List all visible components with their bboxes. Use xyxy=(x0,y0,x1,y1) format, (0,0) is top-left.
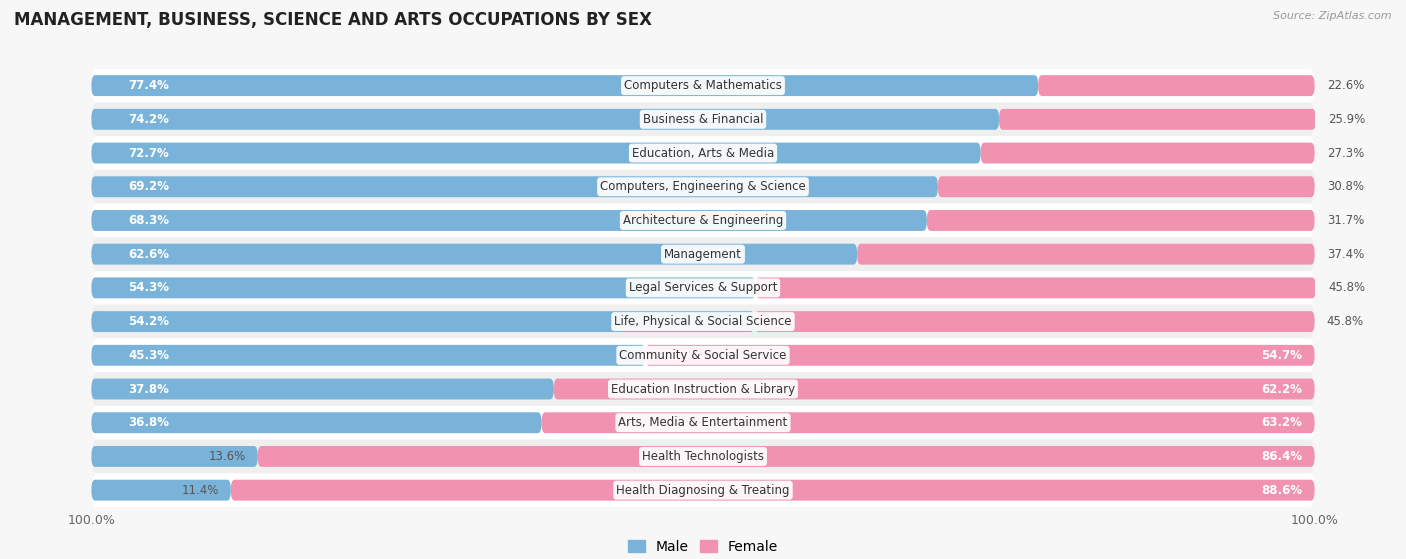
FancyBboxPatch shape xyxy=(755,277,1316,299)
Text: 22.6%: 22.6% xyxy=(1327,79,1364,92)
Text: 11.4%: 11.4% xyxy=(181,484,218,496)
Text: 37.8%: 37.8% xyxy=(128,382,169,396)
FancyBboxPatch shape xyxy=(554,378,1315,400)
Text: 54.7%: 54.7% xyxy=(1261,349,1302,362)
Text: Health Diagnosing & Treating: Health Diagnosing & Treating xyxy=(616,484,790,496)
FancyBboxPatch shape xyxy=(231,480,1315,501)
Text: 77.4%: 77.4% xyxy=(128,79,169,92)
Text: 69.2%: 69.2% xyxy=(128,180,169,193)
FancyBboxPatch shape xyxy=(91,446,257,467)
FancyBboxPatch shape xyxy=(91,271,1315,305)
FancyBboxPatch shape xyxy=(938,176,1315,197)
FancyBboxPatch shape xyxy=(858,244,1315,264)
Text: Architecture & Engineering: Architecture & Engineering xyxy=(623,214,783,227)
Text: Arts, Media & Entertainment: Arts, Media & Entertainment xyxy=(619,416,787,429)
Text: 86.4%: 86.4% xyxy=(1261,450,1302,463)
Text: Education Instruction & Library: Education Instruction & Library xyxy=(612,382,794,396)
FancyBboxPatch shape xyxy=(91,378,554,400)
FancyBboxPatch shape xyxy=(980,143,1315,163)
FancyBboxPatch shape xyxy=(91,277,755,299)
FancyBboxPatch shape xyxy=(257,446,1315,467)
Text: Management: Management xyxy=(664,248,742,260)
Text: 54.3%: 54.3% xyxy=(128,281,169,295)
Text: Legal Services & Support: Legal Services & Support xyxy=(628,281,778,295)
Text: 63.2%: 63.2% xyxy=(1261,416,1302,429)
FancyBboxPatch shape xyxy=(1000,109,1316,130)
Text: Community & Social Service: Community & Social Service xyxy=(619,349,787,362)
FancyBboxPatch shape xyxy=(91,176,938,197)
Text: Life, Physical & Social Science: Life, Physical & Social Science xyxy=(614,315,792,328)
FancyBboxPatch shape xyxy=(1038,75,1315,96)
Text: 36.8%: 36.8% xyxy=(128,416,169,429)
Text: 30.8%: 30.8% xyxy=(1327,180,1364,193)
FancyBboxPatch shape xyxy=(91,480,231,501)
FancyBboxPatch shape xyxy=(91,136,1315,170)
Text: Source: ZipAtlas.com: Source: ZipAtlas.com xyxy=(1274,11,1392,21)
FancyBboxPatch shape xyxy=(91,75,1038,96)
FancyBboxPatch shape xyxy=(91,203,1315,238)
Text: 25.9%: 25.9% xyxy=(1329,113,1365,126)
FancyBboxPatch shape xyxy=(91,439,1315,473)
FancyBboxPatch shape xyxy=(91,238,1315,271)
FancyBboxPatch shape xyxy=(91,109,1000,130)
Text: 54.2%: 54.2% xyxy=(128,315,169,328)
Text: 45.8%: 45.8% xyxy=(1329,281,1365,295)
FancyBboxPatch shape xyxy=(91,345,645,366)
FancyBboxPatch shape xyxy=(91,143,980,163)
FancyBboxPatch shape xyxy=(755,311,1315,332)
Text: 68.3%: 68.3% xyxy=(128,214,169,227)
FancyBboxPatch shape xyxy=(91,413,541,433)
FancyBboxPatch shape xyxy=(91,338,1315,372)
FancyBboxPatch shape xyxy=(645,345,1315,366)
FancyBboxPatch shape xyxy=(91,305,1315,338)
Text: 88.6%: 88.6% xyxy=(1261,484,1302,496)
Text: 31.7%: 31.7% xyxy=(1327,214,1364,227)
Text: 45.3%: 45.3% xyxy=(128,349,169,362)
Text: 37.4%: 37.4% xyxy=(1327,248,1364,260)
FancyBboxPatch shape xyxy=(927,210,1315,231)
Text: 74.2%: 74.2% xyxy=(128,113,169,126)
FancyBboxPatch shape xyxy=(91,244,858,264)
Text: Business & Financial: Business & Financial xyxy=(643,113,763,126)
Text: Computers & Mathematics: Computers & Mathematics xyxy=(624,79,782,92)
Text: Health Technologists: Health Technologists xyxy=(643,450,763,463)
Text: 62.6%: 62.6% xyxy=(128,248,169,260)
FancyBboxPatch shape xyxy=(91,210,927,231)
FancyBboxPatch shape xyxy=(91,406,1315,439)
Text: 72.7%: 72.7% xyxy=(128,146,169,159)
FancyBboxPatch shape xyxy=(541,413,1315,433)
FancyBboxPatch shape xyxy=(91,311,755,332)
Legend: Male, Female: Male, Female xyxy=(623,534,783,559)
Text: Computers, Engineering & Science: Computers, Engineering & Science xyxy=(600,180,806,193)
FancyBboxPatch shape xyxy=(91,372,1315,406)
Text: 13.6%: 13.6% xyxy=(208,450,246,463)
FancyBboxPatch shape xyxy=(91,102,1315,136)
Text: Education, Arts & Media: Education, Arts & Media xyxy=(631,146,775,159)
FancyBboxPatch shape xyxy=(91,473,1315,507)
FancyBboxPatch shape xyxy=(91,170,1315,203)
Text: 45.8%: 45.8% xyxy=(1327,315,1364,328)
Text: MANAGEMENT, BUSINESS, SCIENCE AND ARTS OCCUPATIONS BY SEX: MANAGEMENT, BUSINESS, SCIENCE AND ARTS O… xyxy=(14,11,652,29)
FancyBboxPatch shape xyxy=(91,69,1315,102)
Text: 27.3%: 27.3% xyxy=(1327,146,1364,159)
Text: 62.2%: 62.2% xyxy=(1261,382,1302,396)
